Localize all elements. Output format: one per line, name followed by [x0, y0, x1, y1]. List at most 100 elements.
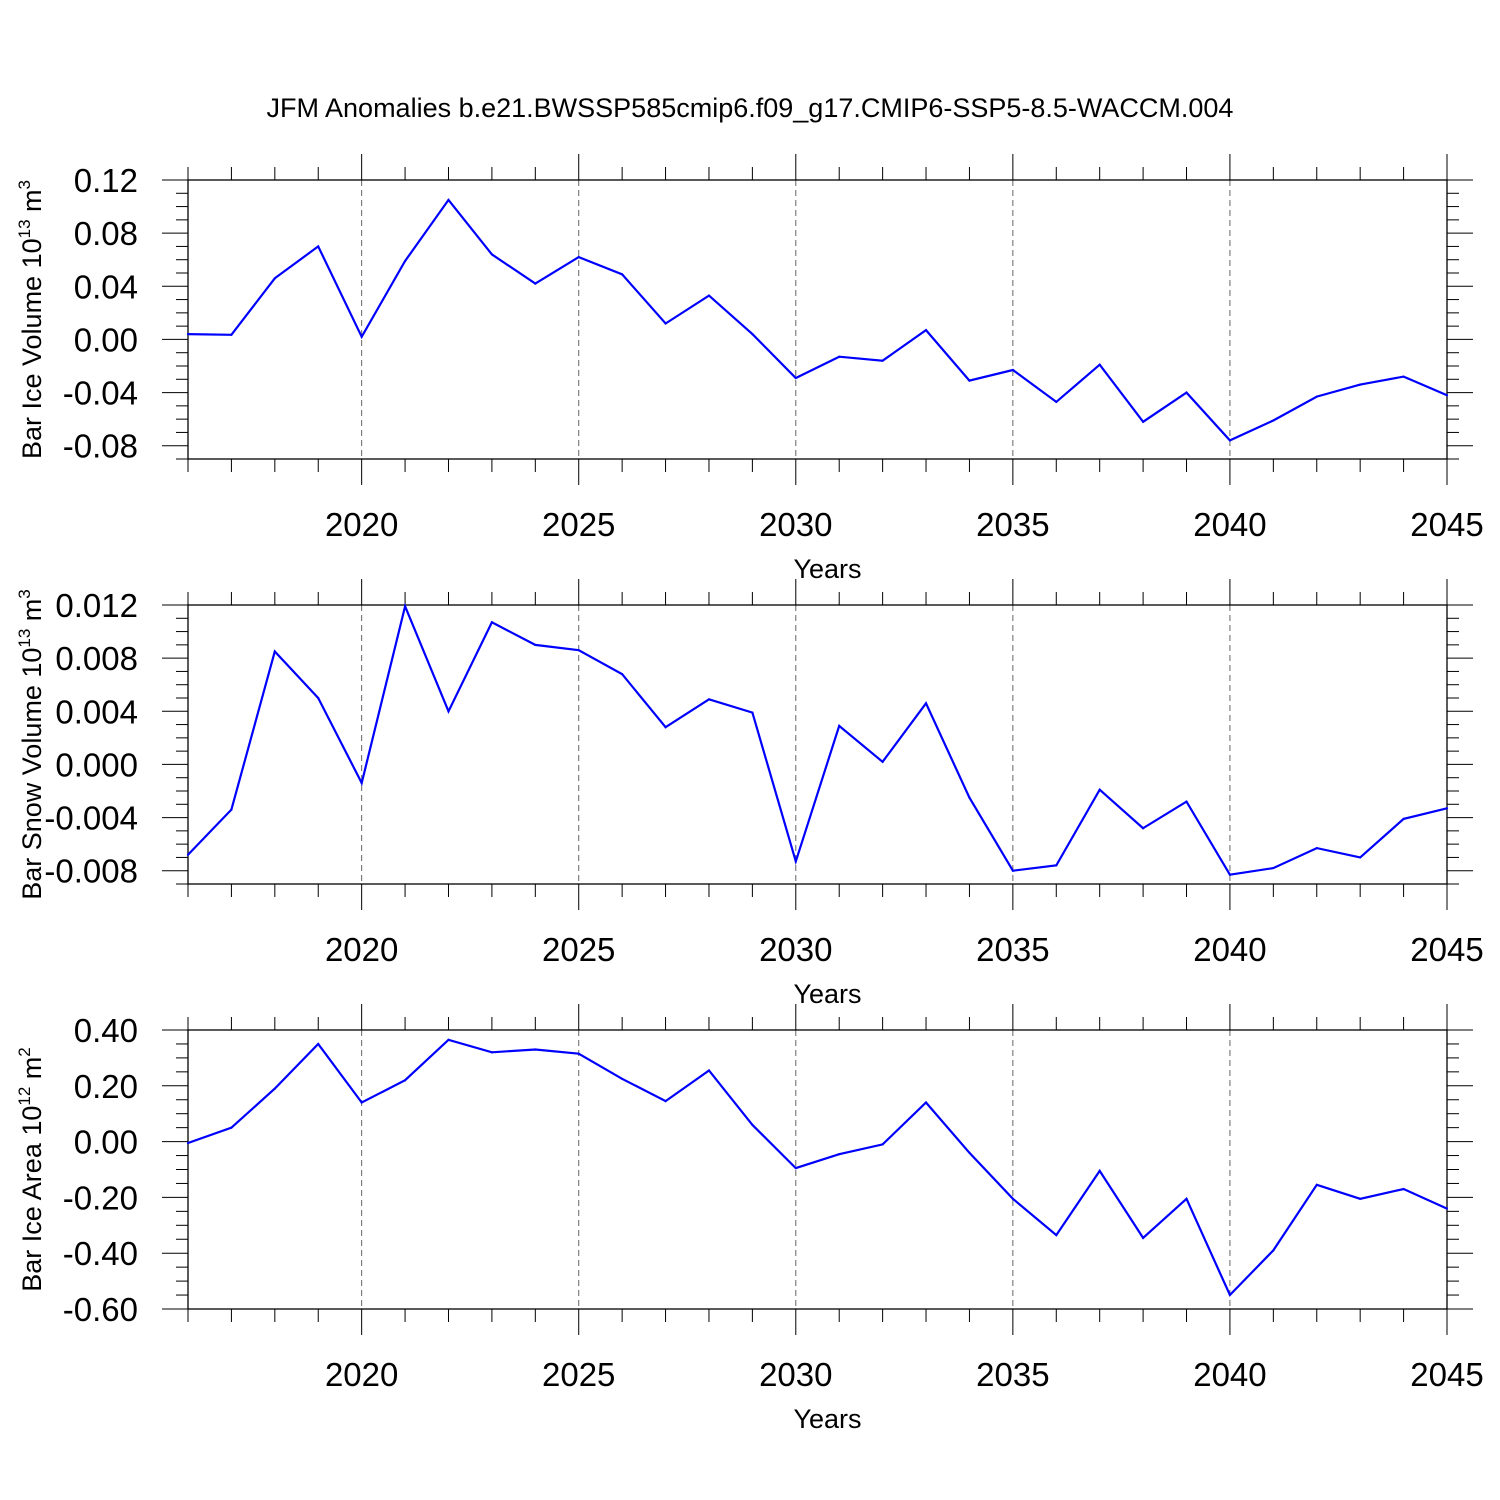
data-point — [1228, 439, 1232, 442]
data-point — [1359, 383, 1362, 386]
data-point — [1315, 1183, 1318, 1186]
data-point — [924, 329, 928, 332]
y-tick-label: -0.08 — [63, 428, 138, 465]
x-axis-title: Years — [793, 979, 861, 1009]
data-point — [838, 1153, 841, 1156]
data-point — [317, 696, 320, 700]
data-point — [1445, 394, 1449, 397]
data-point — [1055, 864, 1058, 867]
data-point — [924, 1101, 928, 1104]
data-point — [707, 698, 711, 701]
x-tick-label: 2025 — [542, 931, 615, 968]
data-point — [1011, 1197, 1014, 1200]
y-tick-label: 0.00 — [74, 321, 138, 358]
y-tick-label: 0.40 — [74, 1012, 138, 1049]
y-tick-label: 0.20 — [74, 1068, 138, 1105]
data-point — [447, 1038, 450, 1041]
data-point — [707, 1069, 711, 1072]
data-point — [360, 335, 363, 338]
data-point — [447, 710, 450, 713]
y-axis-title: Bar Snow Volume 1013 m3 — [15, 589, 47, 900]
y-tick-label: -0.40 — [63, 1235, 138, 1272]
x-tick-label: 2045 — [1410, 1356, 1483, 1393]
data-point — [838, 355, 841, 358]
x-axis-title: Years — [793, 554, 861, 584]
data-series-line — [187, 602, 1448, 876]
data-point — [273, 650, 276, 653]
data-point — [968, 379, 971, 382]
data-point — [621, 672, 624, 676]
plot-frame — [187, 604, 1448, 885]
chart-panel-3: -0.60 -0.40 -0.20 0.00 0.20 0.40 2020 2025 2030 2… — [15, 1004, 1484, 1434]
data-point — [794, 860, 797, 863]
data-point — [664, 322, 667, 325]
x-tick-label: 2030 — [759, 1356, 832, 1393]
x-tick-label: 2020 — [325, 931, 398, 968]
data-point — [1228, 873, 1232, 876]
y-tick-label: -0.04 — [63, 375, 138, 412]
y-axis-title: Bar Ice Area 1012 m2 — [15, 1047, 47, 1292]
data-point — [1402, 817, 1405, 821]
data-point — [1359, 856, 1362, 859]
data-point — [751, 333, 754, 336]
chart-panel-2: -0.008 -0.004 0.000 0.004 0.008 0.012 2020 2025… — [15, 579, 1484, 1009]
data-point — [534, 1048, 537, 1051]
y-tick-label: -0.20 — [63, 1179, 138, 1216]
data-point — [968, 796, 971, 799]
data-point — [403, 259, 407, 263]
data-point — [1055, 400, 1058, 403]
y-tick-label: -0.004 — [44, 800, 138, 837]
data-point — [621, 273, 624, 276]
x-tick-label: 2030 — [759, 931, 832, 968]
data-point — [707, 294, 711, 297]
y-tick-label: 0.08 — [74, 215, 138, 252]
x-tick-label: 2045 — [1410, 506, 1483, 543]
data-point — [838, 724, 841, 728]
x-tick-label: 2045 — [1410, 931, 1483, 968]
data-point — [1098, 363, 1101, 366]
data-point — [1315, 395, 1318, 398]
figure-title: JFM Anomalies b.e21.BWSSP585cmip6.f09_g1… — [267, 93, 1234, 123]
data-point — [1011, 368, 1014, 372]
data-point — [664, 1100, 667, 1103]
x-tick-label: 2035 — [976, 931, 1049, 968]
data-point — [1185, 800, 1188, 803]
data-point — [1185, 1197, 1188, 1200]
data-point — [1272, 866, 1275, 870]
y-tick-label: 0.000 — [55, 746, 138, 783]
data-point — [1402, 375, 1405, 378]
data-point — [794, 1167, 797, 1170]
y-tick-label: -0.008 — [44, 853, 138, 890]
data-point — [490, 253, 493, 256]
data-point — [968, 1151, 971, 1154]
x-tick-label: 2020 — [325, 1356, 398, 1393]
data-point — [230, 1126, 233, 1129]
data-point — [924, 702, 928, 705]
data-series-line — [187, 1038, 1448, 1297]
data-point — [751, 711, 754, 714]
y-tick-label: 0.12 — [74, 162, 138, 199]
data-point — [1402, 1187, 1405, 1191]
data-point — [273, 1087, 276, 1090]
data-point — [317, 1042, 320, 1046]
chart-panel-1: -0.08 -0.04 0.00 0.04 0.08 0.12 2020 2025 2030 20… — [15, 154, 1484, 584]
y-tick-label: 0.004 — [55, 693, 138, 730]
data-point — [1055, 1233, 1058, 1237]
x-tick-label: 2040 — [1193, 1356, 1266, 1393]
data-point — [534, 282, 537, 285]
data-point — [360, 1101, 363, 1104]
data-point — [577, 649, 580, 652]
x-tick-label: 2035 — [976, 1356, 1049, 1393]
data-point — [534, 643, 537, 646]
data-point — [317, 245, 320, 248]
data-point — [186, 853, 190, 856]
x-tick-label: 2030 — [759, 506, 832, 543]
data-point — [403, 605, 407, 608]
y-tick-label: -0.60 — [63, 1291, 138, 1328]
data-point — [1359, 1197, 1362, 1200]
data-point — [881, 1143, 884, 1146]
data-point — [1142, 420, 1145, 423]
data-point — [1185, 391, 1188, 394]
x-tick-label: 2035 — [976, 506, 1049, 543]
x-tick-label: 2025 — [542, 506, 615, 543]
